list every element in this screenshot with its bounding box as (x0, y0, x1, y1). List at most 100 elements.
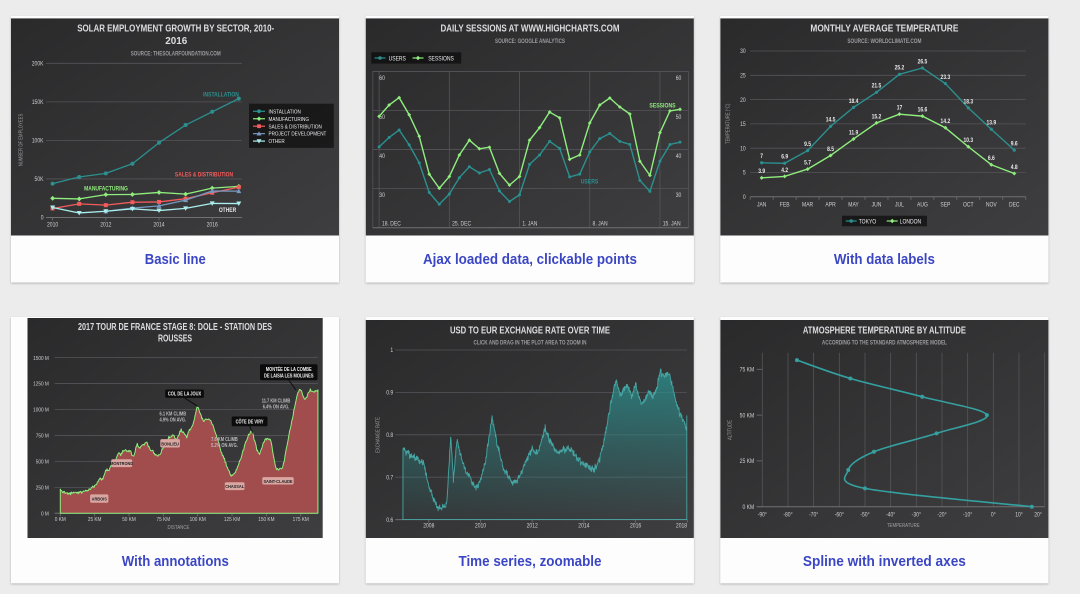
svg-text:25: 25 (740, 73, 746, 80)
svg-text:21.5: 21.5 (872, 83, 882, 90)
svg-text:125 KM: 125 KM (224, 517, 240, 524)
svg-text:SOURCE: THESOLARFOUNDATION.COM: SOURCE: THESOLARFOUNDATION.COM (131, 51, 221, 58)
svg-text:SALES & DISTRIBUTION: SALES & DISTRIBUTION (175, 172, 233, 179)
svg-text:14.2: 14.2 (941, 119, 951, 126)
svg-text:-20°: -20° (937, 512, 946, 519)
svg-text:EXCHANGE RATE: EXCHANGE RATE (375, 417, 382, 453)
svg-text:SOURCE: WORLDCLIMATE.COM: SOURCE: WORLDCLIMATE.COM (847, 39, 921, 46)
svg-text:-90°: -90° (758, 512, 767, 519)
svg-text:30: 30 (379, 193, 385, 200)
svg-text:2008: 2008 (423, 523, 434, 530)
svg-text:15.2: 15.2 (872, 114, 882, 121)
svg-text:1000 M: 1000 M (33, 407, 49, 414)
svg-text:2016: 2016 (630, 523, 641, 530)
svg-text:COL DE LA JOUX: COL DE LA JOUX (168, 391, 201, 397)
svg-text:0: 0 (41, 215, 44, 222)
svg-text:0 M: 0 M (41, 511, 49, 518)
svg-text:ARBOIS: ARBOIS (92, 496, 107, 502)
svg-text:9.6: 9.6 (1011, 141, 1018, 148)
svg-text:10.3: 10.3 (964, 138, 974, 145)
svg-text:SOLAR EMPLOYMENT GROWTH BY SEC: SOLAR EMPLOYMENT GROWTH BY SECTOR, 2010- (77, 23, 274, 34)
svg-text:2016: 2016 (207, 222, 218, 229)
svg-text:MONTHLY AVERAGE TEMPERATURE: MONTHLY AVERAGE TEMPERATURE (810, 23, 958, 34)
svg-text:Basic line: Basic line (145, 252, 206, 268)
svg-text:40: 40 (379, 154, 385, 161)
svg-text:ALTITUDE: ALTITUDE (727, 420, 734, 440)
svg-text:5.2% ON AVG.: 5.2% ON AVG. (211, 443, 238, 449)
svg-text:100K: 100K (32, 138, 44, 145)
svg-text:FEB: FEB (780, 202, 790, 209)
svg-text:20°: 20° (1034, 512, 1042, 519)
svg-text:13.9: 13.9 (986, 120, 996, 127)
svg-text:18. DEC: 18. DEC (382, 221, 401, 228)
svg-text:With data labels: With data labels (834, 252, 935, 268)
svg-text:2010: 2010 (47, 222, 58, 229)
svg-text:1500 M: 1500 M (33, 355, 49, 362)
svg-text:MANUFACTURING: MANUFACTURING (268, 116, 308, 123)
svg-text:5.7: 5.7 (804, 160, 811, 167)
svg-text:BONLIEU: BONLIEU (161, 441, 179, 447)
svg-text:6.6: 6.6 (988, 156, 995, 163)
svg-text:-40°: -40° (886, 512, 895, 519)
svg-text:INSTALLATION: INSTALLATION (268, 109, 300, 116)
svg-text:0: 0 (743, 195, 746, 202)
svg-text:Ajax loaded data, clickable po: Ajax loaded data, clickable points (423, 252, 637, 268)
svg-text:2018: 2018 (676, 523, 687, 530)
svg-text:250 M: 250 M (36, 485, 49, 492)
svg-text:DEC: DEC (1009, 202, 1020, 209)
svg-text:17: 17 (897, 105, 903, 112)
svg-text:0 KM: 0 KM (55, 517, 66, 524)
svg-text:CHASSAL: CHASSAL (225, 484, 244, 490)
svg-text:1: 1 (390, 348, 393, 355)
svg-text:SESSIONS: SESSIONS (428, 56, 454, 63)
svg-text:SEP: SEP (940, 202, 950, 209)
svg-text:8. JAN: 8. JAN (593, 221, 608, 228)
svg-text:18.4: 18.4 (849, 98, 859, 105)
svg-text:6.4% ON AVG.: 6.4% ON AVG. (263, 404, 290, 410)
svg-text:23.3: 23.3 (941, 75, 951, 82)
svg-text:25 KM: 25 KM (740, 459, 755, 466)
svg-text:CÔTE DE VIRY: CÔTE DE VIRY (236, 417, 264, 425)
svg-text:NUMBER OF EMPLOYEES: NUMBER OF EMPLOYEES (18, 114, 25, 167)
svg-text:15. JAN: 15. JAN (663, 221, 681, 228)
svg-text:With annotations: With annotations (122, 554, 229, 570)
svg-text:SALES & DISTRIBUTION: SALES & DISTRIBUTION (268, 124, 322, 131)
svg-text:Time series, zoomable: Time series, zoomable (459, 554, 602, 570)
svg-text:DE LAISIA LES MOLUNES: DE LAISIA LES MOLUNES (264, 373, 314, 379)
svg-text:11.7 KM CLIMB: 11.7 KM CLIMB (262, 398, 291, 404)
svg-text:10°: 10° (1015, 512, 1023, 519)
svg-text:ATMOSPHERE TEMPERATURE BY ALTI: ATMOSPHERE TEMPERATURE BY ALTITUDE (803, 325, 966, 336)
svg-text:MONTÉE DE LA COMBE: MONTÉE DE LA COMBE (266, 364, 312, 372)
svg-text:30: 30 (676, 193, 682, 200)
svg-text:26.5: 26.5 (918, 59, 928, 66)
svg-text:0.6: 0.6 (386, 517, 393, 524)
svg-text:MANUFACTURING: MANUFACTURING (84, 186, 128, 193)
svg-text:0.8: 0.8 (386, 433, 393, 440)
svg-text:14.5: 14.5 (826, 117, 836, 124)
svg-text:150K: 150K (32, 100, 44, 107)
svg-text:4.8: 4.8 (1011, 164, 1018, 171)
svg-text:JUN: JUN (872, 202, 882, 209)
svg-text:16.6: 16.6 (918, 107, 928, 114)
svg-text:OTHER: OTHER (219, 207, 236, 214)
svg-text:Spline with inverted axes: Spline with inverted axes (803, 554, 966, 570)
svg-text:2012: 2012 (100, 222, 111, 229)
svg-text:CLICK AND DRAG IN THE PLOT ARE: CLICK AND DRAG IN THE PLOT AREA TO ZOOM … (474, 340, 587, 347)
svg-text:75 KM: 75 KM (740, 367, 755, 374)
svg-text:USERS: USERS (389, 56, 406, 63)
svg-text:MONTROND: MONTROND (110, 461, 133, 467)
svg-text:-50°: -50° (860, 512, 869, 519)
svg-text:500 M: 500 M (36, 459, 49, 466)
svg-text:SAINT-CLAUDE: SAINT-CLAUDE (263, 478, 292, 484)
svg-text:2016: 2016 (165, 35, 187, 46)
svg-text:50 KM: 50 KM (740, 413, 755, 420)
svg-text:SOURCE: GOOGLE ANALYTICS: SOURCE: GOOGLE ANALYTICS (495, 39, 565, 46)
svg-text:NOV: NOV (986, 202, 997, 209)
svg-text:200K: 200K (32, 61, 44, 68)
svg-text:SESSIONS: SESSIONS (649, 103, 675, 110)
svg-text:175 KM: 175 KM (293, 517, 309, 524)
svg-text:JUL: JUL (895, 202, 904, 209)
svg-text:5: 5 (743, 170, 746, 177)
svg-text:25 KM: 25 KM (88, 517, 102, 524)
svg-text:INSTALLATION: INSTALLATION (203, 92, 239, 99)
